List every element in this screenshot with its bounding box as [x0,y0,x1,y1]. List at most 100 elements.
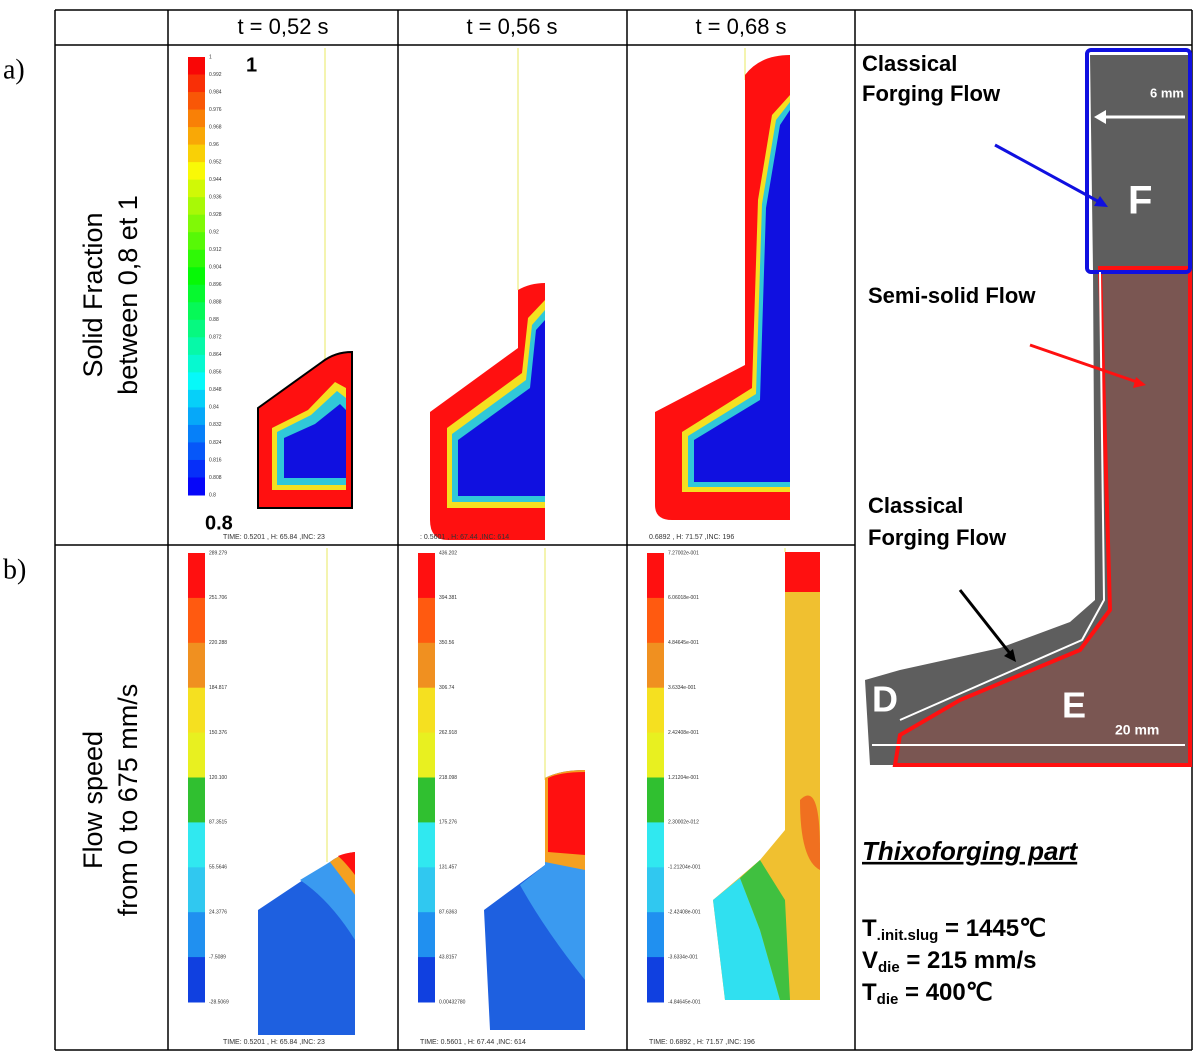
colorbar-band [188,249,205,268]
row-label: between 0,8 et 1 [113,195,143,395]
row-label: Solid Fraction [78,212,108,377]
colorbar-label: 87.6363 [439,910,457,916]
photo-label: Classical [868,493,963,518]
status-text: TIME: 0.5201 , H: 65.84 ,INC: 23 [223,1039,325,1046]
colorbar-label: 175.276 [439,820,457,826]
simulation-a2 [430,283,545,540]
colorbar-band [418,732,435,778]
column-header: t = 0,68 s [695,14,786,39]
colorbar-label: 0.84 [209,405,219,411]
colorbar-label: 1 [209,54,212,60]
colorbar-label: 0.848 [209,387,222,393]
colorbar-band [188,74,205,93]
colorbar-label: 0.976 [209,107,222,113]
photo [865,48,1192,767]
colorbar-band [647,687,664,734]
colorbar-band [188,389,205,408]
colorbar-band [647,732,664,778]
colorbar-band [188,57,205,76]
colorbar-label: 1.21204e-001 [668,775,699,781]
colorbar-band [188,553,205,599]
colorbar-label: 2.30002e-012 [668,820,699,826]
colorbar-band [188,354,205,373]
row-label: from 0 to 675 mm/s [113,684,143,917]
simulation-b2 [484,770,585,1030]
colorbar-label: 24.3776 [209,910,227,916]
photo-label: Forging Flow [862,81,1001,106]
colorbar-band [188,302,205,321]
colorbar-label: -28.5069 [209,999,229,1005]
zone-label: F [1128,179,1152,223]
colorbar-band [647,597,664,644]
colorbar-label: -1.21204e-001 [668,865,701,871]
colorbar-label: 0.984 [209,89,222,95]
axis-lines [324,48,786,862]
colorbar-band [188,407,205,426]
colorbar-label: 289.279 [209,550,227,556]
parameter-symbol: T [862,915,877,942]
colorbar-band [188,459,205,478]
parameter-subscript: die [878,959,900,976]
row-marker: b) [3,554,26,585]
parameter-value: = 400℃ [898,979,992,1006]
colorbar-band [188,867,205,913]
colorbar-label: 55.5646 [209,865,227,871]
photo-label: Forging Flow [868,525,1007,550]
zone-label: E [1062,685,1086,726]
column-header: t = 0,56 s [466,14,557,39]
simulation-b1 [258,852,355,1035]
colorbar-band [188,687,205,734]
colorbar-band [418,912,435,958]
colorbar-label: -2.42408e-001 [668,910,701,916]
colorbar-band [188,957,205,1003]
colorbar-label: 3.6334e-001 [668,685,696,691]
colorbar-label: 184.817 [209,685,227,691]
scale-max: 1 [246,54,257,76]
colorbar-label: 0.912 [209,247,222,253]
simulation-a3 [655,55,790,520]
colorbar-band [188,144,205,163]
status-text: TIME: 0.6892 , H: 71.57 ,INC: 196 [649,1039,755,1046]
colorbar-band [188,424,205,443]
colorbar-band [188,912,205,958]
colorbar-label: -4.84645e-001 [668,999,701,1005]
colorbar-label: 2.42408e-001 [668,730,699,736]
colorbar-label: 262.918 [439,730,457,736]
simulation-a1 [257,350,353,509]
colorbar-band [188,162,205,181]
colorbar-label: 0.936 [209,194,222,200]
status-text: : 0.5601 , H: 67.44 ,INC: 614 [420,534,509,541]
colorbar-label: 394.381 [439,595,457,601]
colorbar-label: 43.8157 [439,954,457,960]
photo-label: Semi-solid Flow [868,283,1036,308]
colorbar-label: 0.904 [209,265,222,271]
colorbar-label: 0.92 [209,230,219,236]
colorbar-band [647,553,664,599]
colorbar-band [647,822,664,868]
simulation-b3 [713,552,820,1000]
colorbar-label: -3.6334e-001 [668,954,698,960]
colorbar-label: 0.896 [209,282,222,288]
colorbar-label: 87.3515 [209,820,227,826]
colorbar-band [418,597,435,644]
colorbar-band [188,732,205,778]
colorbar-band [188,777,205,823]
colorbar-label: 0.864 [209,352,222,358]
row-label: Flow speed [78,731,108,869]
colorbar-label: 0.8 [209,492,216,498]
parameter-value: = 215 mm/s [900,947,1037,974]
parameter-subscript: die [877,991,899,1008]
colorbar-band [188,179,205,198]
colorbar-band [418,822,435,868]
colorbar-label: 0.952 [209,159,222,165]
colorbar-label: 436.202 [439,550,457,556]
colorbar-label: -7.5089 [209,954,226,960]
status-text: TIME: 0.5201 , H: 65.84 ,INC: 23 [223,534,325,541]
parameter: Tdie = 400℃ [862,979,993,1008]
column-header: t = 0,52 s [237,14,328,39]
colorbar-label: 0.856 [209,370,222,376]
zone-label: D [872,679,898,720]
